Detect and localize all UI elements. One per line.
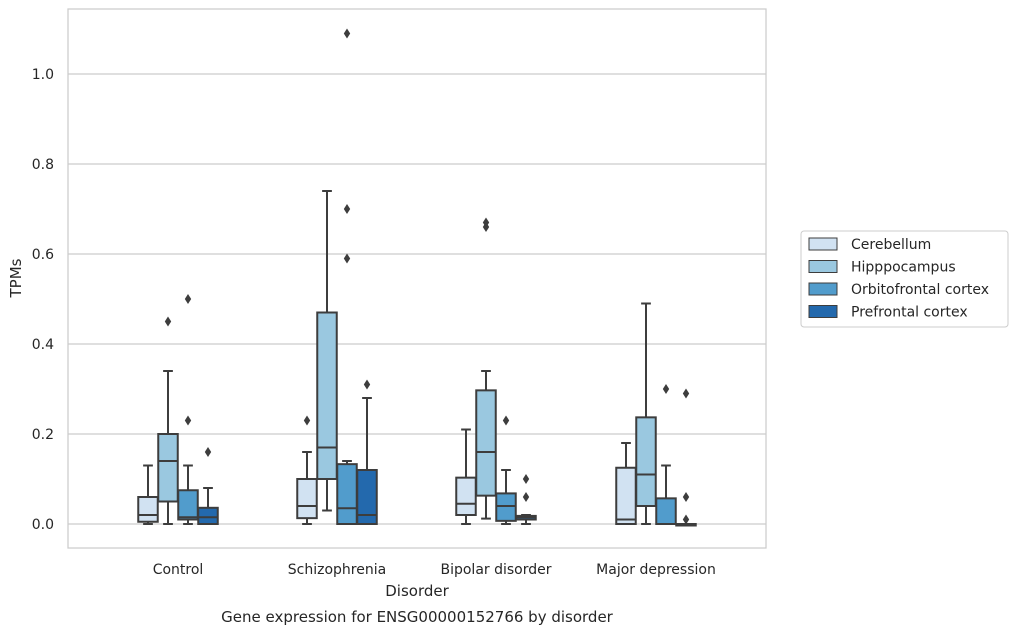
box-group [296,415,318,525]
legend-swatch [808,282,838,296]
y-tick-labels: 0.0 0.2 0.4 0.6 0.8 1.0 [32,67,54,533]
iqr-box [455,476,477,516]
iqr-box [356,469,378,525]
y-tick-label: 0.6 [32,247,54,263]
x-tick-label: Bipolar disorder [440,562,551,578]
box-group [495,415,517,525]
outlier-point [184,415,192,426]
x-tick-labels: Control Schizophrenia Bipolar disorder Majo… [153,562,716,578]
y-tick-label: 0.8 [32,157,54,173]
outlier-point [482,217,490,228]
box-group [455,428,477,525]
outlier-point [184,294,192,304]
outlier-point [522,474,530,484]
iqr-box [316,311,338,480]
outlier-point [343,204,351,214]
plot-frame [67,8,767,549]
box-group [635,302,657,525]
box-group [655,384,677,526]
outlier-point [682,514,690,525]
legend-label: Prefrontal cortex [851,305,968,321]
x-axis-label: Disorder [385,582,449,600]
legend-swatch [808,260,838,273]
box-group [356,379,378,525]
outlier-point [303,415,311,426]
y-tick-label: 0.2 [32,427,54,443]
outlier-point [363,379,371,390]
legend-swatch [808,237,838,251]
legend-frame [800,230,1009,328]
box-group [515,474,537,525]
iqr-box [336,463,358,525]
iqr-box [197,506,219,525]
x-tick-label: Control [153,562,204,578]
outlier-point [343,28,351,39]
outlier-point [682,492,690,502]
box-group [177,294,199,525]
iqr-box [177,489,199,521]
box-group [675,388,697,527]
x-tick-label: Schizophrenia [288,562,386,578]
iqr-box [495,492,517,522]
legend-label: Hipppocampus [851,260,956,276]
iqr-box [635,416,657,508]
legend: Cerebellum Hipppocampus Orbitofrontal cort… [800,230,1009,328]
iqr-box [296,478,318,520]
y-tick-label: 1.0 [32,67,54,83]
legend-swatch [808,305,838,318]
outlier-point [662,384,670,394]
legend-label: Cerebellum [851,237,931,253]
y-tick-label: 0.0 [32,517,54,533]
iqr-box [137,496,159,523]
box-group [316,190,338,512]
iqr-box [157,433,179,503]
box-group [336,28,358,525]
iqr-box [655,497,677,526]
outlier-point [522,492,530,502]
box-group [475,217,497,520]
iqr-box [475,389,497,497]
box-group [157,316,179,525]
outlier-point [682,388,690,399]
y-tick-label: 0.4 [32,337,54,353]
y-axis-label: TPMs [7,258,25,298]
outlier-point [343,253,351,264]
outlier-point [164,316,172,327]
outlier-point [204,447,212,457]
legend-label: Orbitofrontal cortex [851,282,989,298]
chart-caption: Gene expression for ENSG00000152766 by d… [221,608,614,626]
x-tick-label: Major depression [596,562,716,578]
box-marks [137,28,697,527]
box-group [197,447,219,525]
box-group [137,464,159,525]
outlier-point [502,415,510,426]
iqr-box [615,466,637,525]
